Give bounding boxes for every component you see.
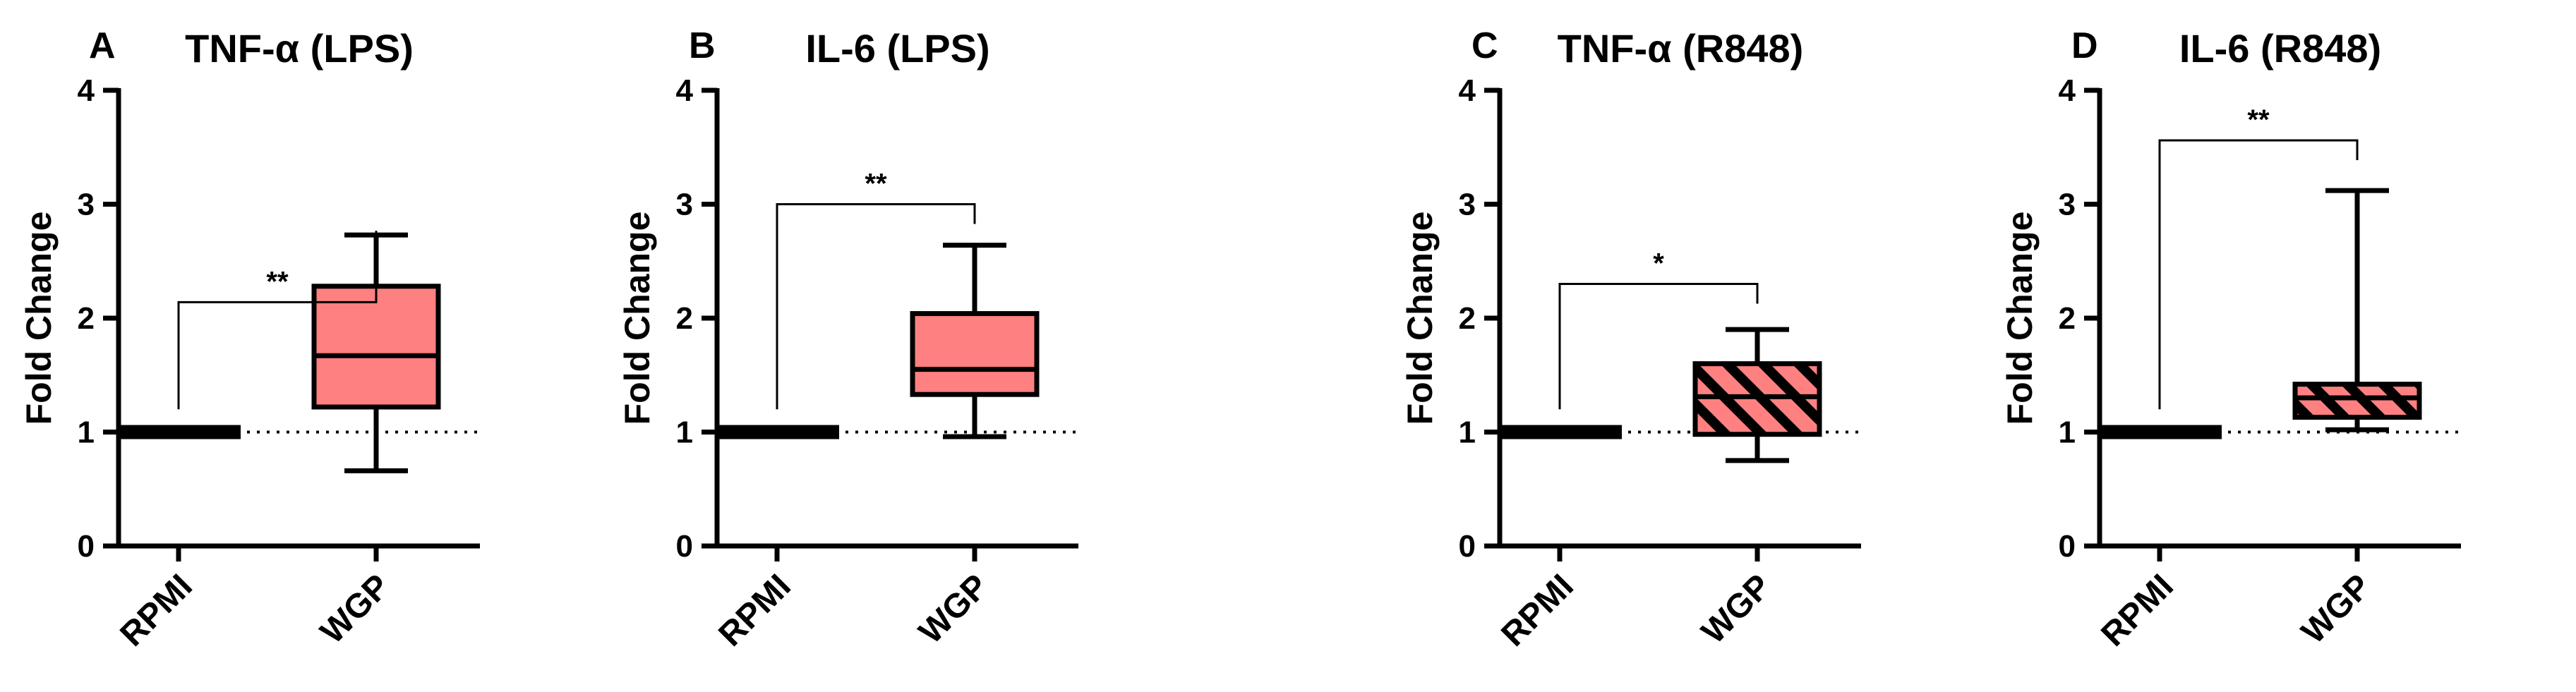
plot-area: **	[116, 88, 480, 549]
x-tick-label: RPMI	[2094, 567, 2180, 653]
panel-label: C	[1471, 25, 1498, 66]
y-tick-label: 2	[676, 301, 693, 336]
panel-label: D	[2071, 25, 2098, 66]
box-bar	[116, 425, 241, 439]
box-bar	[2097, 425, 2222, 439]
y-axis-label: Fold Change	[2000, 212, 2040, 425]
panel-b: B IL-6 (LPS) Fold Change 0 1 2 3 4 ** RPMI WG…	[618, 25, 1078, 654]
significance-label: **	[865, 169, 887, 200]
panel-c: C TNF-α (R848) Fold Change 0 1 2 3 4 * RPMI W…	[1400, 25, 1861, 654]
y-ticks: 0 1 2 3 4	[78, 73, 119, 564]
y-tick-label: 3	[676, 188, 693, 222]
x-tick-label: RPMI	[113, 567, 199, 653]
y-axis-label: Fold Change	[19, 212, 59, 425]
panel-label: B	[689, 25, 716, 66]
y-axis-label: Fold Change	[618, 212, 657, 425]
box-wgp	[910, 243, 1040, 439]
x-tick-label: WGP	[313, 567, 397, 651]
significance-label: **	[2247, 104, 2270, 135]
x-tick-label: WGP	[912, 567, 996, 651]
y-tick-label: 1	[2059, 415, 2076, 450]
box-rpmi	[1498, 425, 1622, 439]
plot-area: **	[2097, 88, 2461, 549]
panel-d: D IL-6 (R848) Fold Change 0 1 2 3 4 ** RPMI W…	[2000, 25, 2461, 654]
box-wgp	[1692, 327, 1822, 463]
significance-bracket	[2158, 139, 2359, 410]
panel-title: TNF-α (LPS)	[185, 26, 414, 71]
significance-bracket	[177, 231, 378, 410]
y-tick-label: 2	[78, 301, 95, 336]
panel-a: A TNF-α (LPS) Fold Change 0 1 2 3 4 ** RPMI W…	[19, 25, 480, 654]
x-tick-label: RPMI	[1494, 567, 1580, 653]
y-ticks: 0 1 2 3 4	[1459, 73, 1500, 564]
y-tick-label: 1	[1459, 415, 1476, 450]
y-tick-label: 0	[2059, 529, 2076, 564]
box-iqr	[311, 284, 441, 410]
box-bar	[715, 425, 839, 439]
y-tick-label: 3	[1459, 188, 1476, 222]
y-tick-label: 1	[78, 415, 95, 450]
x-tick-label: WGP	[2294, 567, 2378, 651]
box-iqr	[910, 311, 1040, 397]
y-tick-label: 2	[2059, 301, 2076, 336]
box-rpmi	[2097, 425, 2222, 439]
y-tick-label: 3	[78, 188, 95, 222]
y-tick-label: 0	[78, 529, 95, 564]
significance-label: *	[1653, 248, 1664, 279]
significance-bracket	[776, 203, 976, 410]
x-tick-label: RPMI	[711, 567, 798, 653]
y-tick-label: 0	[676, 529, 693, 564]
box-wgp	[311, 232, 441, 473]
y-tick-label: 4	[676, 73, 694, 108]
x-ticks: RPMI WGP	[711, 546, 996, 654]
y-tick-label: 2	[1459, 301, 1476, 336]
significance-bracket	[1558, 283, 1759, 410]
y-tick-label: 1	[676, 415, 693, 450]
x-tick-label: WGP	[1695, 567, 1778, 651]
y-tick-label: 4	[2059, 73, 2076, 108]
x-ticks: RPMI WGP	[2094, 546, 2378, 654]
plot-area: **	[714, 88, 1078, 549]
panel-title: IL-6 (LPS)	[805, 26, 989, 71]
box-iqr	[2292, 382, 2422, 420]
plot-area: *	[1497, 88, 1861, 549]
x-ticks: RPMI WGP	[113, 546, 397, 654]
panel-title: TNF-α (R848)	[1558, 26, 1804, 71]
y-tick-label: 4	[1459, 73, 1476, 108]
y-ticks: 0 1 2 3 4	[2059, 73, 2100, 564]
box-wgp	[2292, 188, 2422, 432]
y-axis-label: Fold Change	[1400, 212, 1440, 425]
panel-label: A	[89, 25, 116, 66]
panel-title: IL-6 (R848)	[2179, 26, 2381, 71]
y-ticks: 0 1 2 3 4	[676, 73, 717, 564]
y-tick-label: 0	[1459, 529, 1476, 564]
x-ticks: RPMI WGP	[1494, 546, 1778, 654]
y-tick-label: 4	[78, 73, 95, 108]
box-rpmi	[715, 425, 839, 439]
y-tick-label: 3	[2059, 188, 2076, 222]
significance-label: **	[266, 266, 289, 297]
box-bar	[1498, 425, 1622, 439]
box-rpmi	[116, 425, 241, 439]
